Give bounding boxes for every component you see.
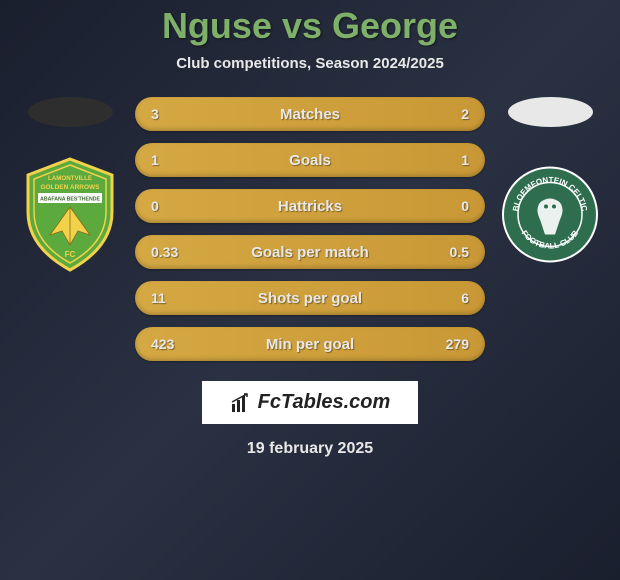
club-crest-left: LAMONTVILLE GOLDEN ARROWS ABAFANA BES'TH…	[20, 157, 120, 272]
brand-text: FcTables.com	[258, 391, 391, 414]
stat-label: Matches	[280, 106, 340, 123]
date-label: 19 february 2025	[247, 440, 373, 458]
stat-row: 0 Hattricks 0	[135, 189, 485, 223]
stat-right-value: 1	[461, 152, 469, 168]
content-row: LAMONTVILLE GOLDEN ARROWS ABAFANA BES'TH…	[0, 97, 620, 361]
stat-left-value: 423	[151, 336, 174, 352]
stat-row: 423 Min per goal 279	[135, 327, 485, 361]
stat-left-value: 0	[151, 198, 159, 214]
stat-label: Min per goal	[266, 336, 354, 353]
stat-row: 11 Shots per goal 6	[135, 281, 485, 315]
stat-right-value: 2	[461, 106, 469, 122]
stats-list: 3 Matches 2 1 Goals 1 0 Hattricks 0 0.33…	[135, 97, 485, 361]
stat-row: 3 Matches 2	[135, 97, 485, 131]
stat-left-value: 0.33	[151, 244, 178, 260]
player-left-silhouette	[28, 97, 113, 127]
svg-text:FC: FC	[65, 250, 76, 259]
stat-row: 0.33 Goals per match 0.5	[135, 235, 485, 269]
svg-text:ABAFANA BES'THENDE: ABAFANA BES'THENDE	[40, 197, 100, 203]
stat-label: Hattricks	[278, 198, 342, 215]
stat-label: Goals per match	[251, 244, 369, 261]
club-crest-right: BLOEMFONTEIN CELTIC FOOTBALL CLUB	[500, 157, 600, 272]
svg-text:GOLDEN ARROWS: GOLDEN ARROWS	[41, 184, 101, 191]
svg-text:LAMONTVILLE: LAMONTVILLE	[48, 175, 92, 182]
stat-left-value: 3	[151, 106, 159, 122]
stat-right-value: 0	[461, 198, 469, 214]
stat-right-value: 6	[461, 290, 469, 306]
stat-left-value: 1	[151, 152, 159, 168]
stat-left-value: 11	[151, 290, 166, 306]
bloemfontein-celtic-crest-icon: BLOEMFONTEIN CELTIC FOOTBALL CLUB	[500, 157, 600, 272]
stat-label: Shots per goal	[258, 290, 362, 307]
stat-row: 1 Goals 1	[135, 143, 485, 177]
page-subtitle: Club competitions, Season 2024/2025	[176, 55, 444, 72]
player-right-silhouette	[508, 97, 593, 127]
stat-label: Goals	[289, 152, 331, 169]
player-left-column: LAMONTVILLE GOLDEN ARROWS ABAFANA BES'TH…	[20, 97, 120, 272]
stat-right-value: 279	[446, 336, 469, 352]
player-right-column: BLOEMFONTEIN CELTIC FOOTBALL CLUB	[500, 97, 600, 272]
golden-arrows-crest-icon: LAMONTVILLE GOLDEN ARROWS ABAFANA BES'TH…	[20, 157, 120, 272]
stat-right-value: 0.5	[450, 244, 469, 260]
comparison-card: Nguse vs George Club competitions, Seaso…	[0, 0, 620, 580]
brand-badge[interactable]: FcTables.com	[202, 381, 419, 424]
brand-logo-icon	[230, 392, 252, 414]
page-title: Nguse vs George	[162, 5, 458, 47]
